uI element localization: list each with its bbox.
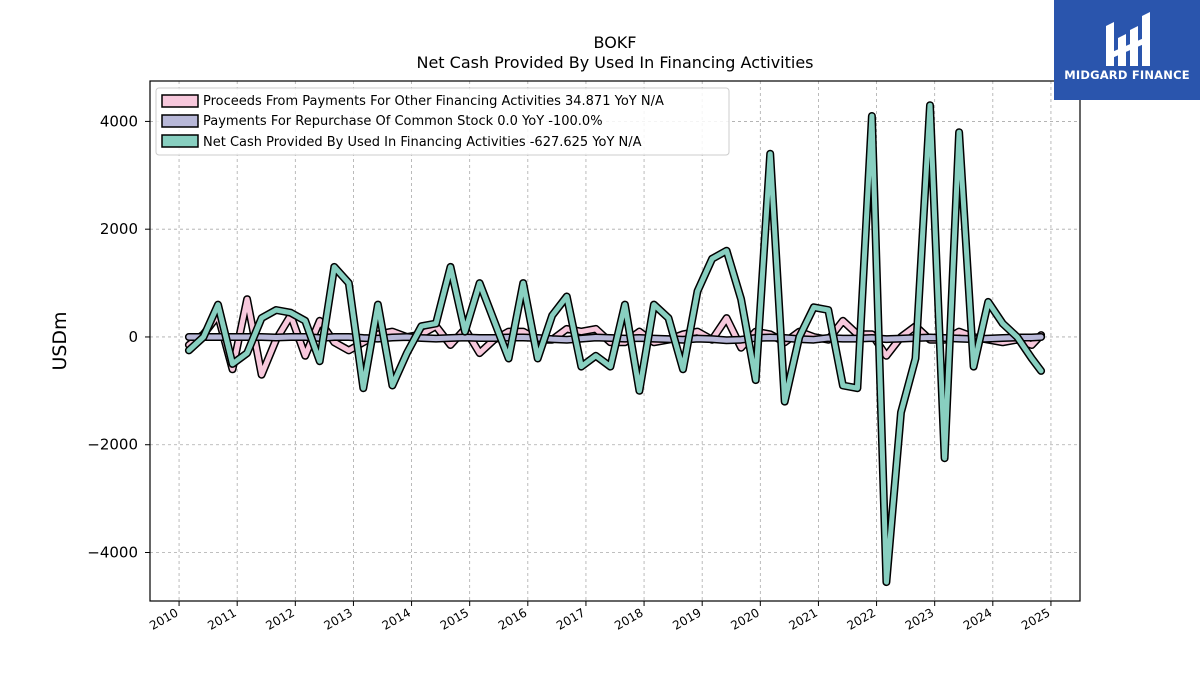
x-tick-label: 2025 (1019, 605, 1052, 632)
legend-swatch-repurchase (161, 114, 199, 128)
x-tick-label: 2012 (263, 605, 296, 632)
x-tick-label: 2021 (786, 605, 819, 632)
legend-label-proceeds: Proceeds From Payments For Other Financi… (203, 94, 664, 109)
x-tick-label: 2022 (845, 605, 878, 632)
series-net-cash-line (186, 102, 1044, 585)
series-layer (184, 101, 1046, 587)
x-tick-label: 2010 (147, 605, 180, 632)
x-tick-label: 2011 (205, 605, 238, 632)
y-axis-label: USDm (49, 311, 71, 370)
logo-text: MIDGARD FINANCE (1064, 68, 1190, 82)
chart-title: BOKF (594, 33, 637, 52)
x-tick-label: 2015 (438, 605, 471, 632)
y-tick-label: 2000 (100, 220, 138, 238)
legend-swatch-net-cash (161, 134, 199, 148)
y-tick-label: −4000 (87, 544, 138, 562)
x-tick-label: 2019 (670, 605, 703, 632)
x-tick-label: 2014 (380, 605, 413, 632)
chart-subtitle: Net Cash Provided By Used In Financing A… (416, 53, 813, 72)
legend-label-repurchase: Payments For Repurchase Of Common Stock … (203, 114, 603, 129)
legend: Proceeds From Payments For Other Financi… (155, 87, 730, 156)
x-tick-label: 2023 (903, 605, 936, 632)
x-tick-label: 2024 (961, 605, 994, 632)
legend-label-net-cash: Net Cash Provided By Used In Financing A… (203, 135, 642, 150)
legend-box (155, 87, 730, 156)
plot-frame (149, 80, 1081, 602)
y-tick-label: −2000 (87, 436, 138, 454)
x-tick-label: 2017 (554, 605, 587, 632)
y-tick-label: 4000 (100, 112, 138, 130)
x-tick-label: 2020 (728, 605, 761, 632)
x-tick-label: 2016 (496, 605, 529, 632)
logo-mark-icon (1106, 12, 1150, 66)
x-tick-label: 2018 (612, 605, 645, 632)
y-tick-label: 0 (128, 328, 138, 346)
brand-logo: MIDGARD FINANCE (1054, 0, 1200, 100)
x-tick-label: 2013 (321, 605, 354, 632)
legend-swatch-proceeds (161, 94, 199, 108)
